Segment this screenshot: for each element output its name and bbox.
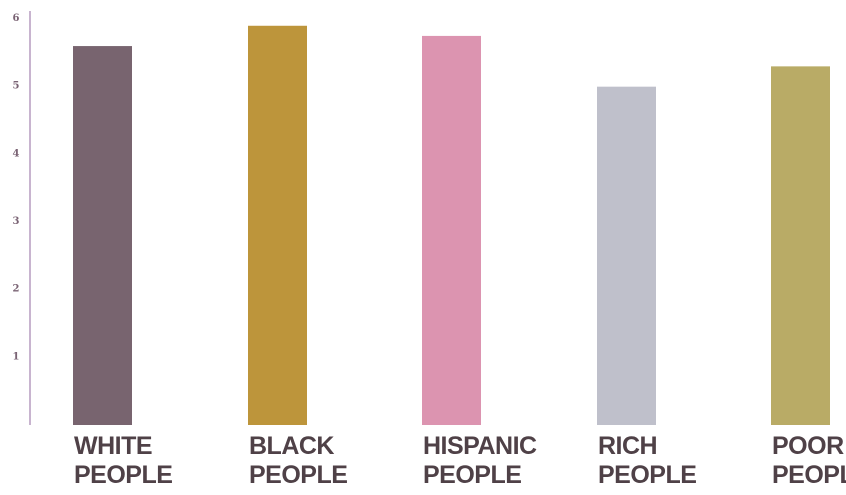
bar-black-people [248,25,307,426]
y-tick-label-4: 4 [13,148,20,159]
y-tick-label-5: 5 [13,81,20,92]
category-label-black-line-1: BLACK [249,432,334,460]
bar-rich-people [597,86,656,426]
category-label-poor-line-2: PEOPLE [772,461,846,489]
bar-white-people [73,46,132,426]
category-label-poor-line-1: POOR [772,432,844,460]
category-label-rich-line-2: PEOPLE [598,461,696,489]
y-tick-label-6: 6 [13,13,20,24]
bar-poor-people [771,66,830,425]
y-tick-label-3: 3 [13,216,20,227]
category-label-rich-line-1: RICH [598,432,657,460]
category-label-white-line-2: PEOPLE [74,461,172,489]
category-label-white-line-1: WHITE [74,432,152,460]
y-tick-label-2: 2 [13,284,20,295]
category-label-hispanic-line-1: HISPANIC [423,432,537,460]
bar-hispanic-people [422,35,481,426]
category-label-hispanic-line-2: PEOPLE [423,461,521,489]
y-tick-label-1: 1 [13,351,20,362]
category-label-black-line-2: PEOPLE [249,461,347,489]
